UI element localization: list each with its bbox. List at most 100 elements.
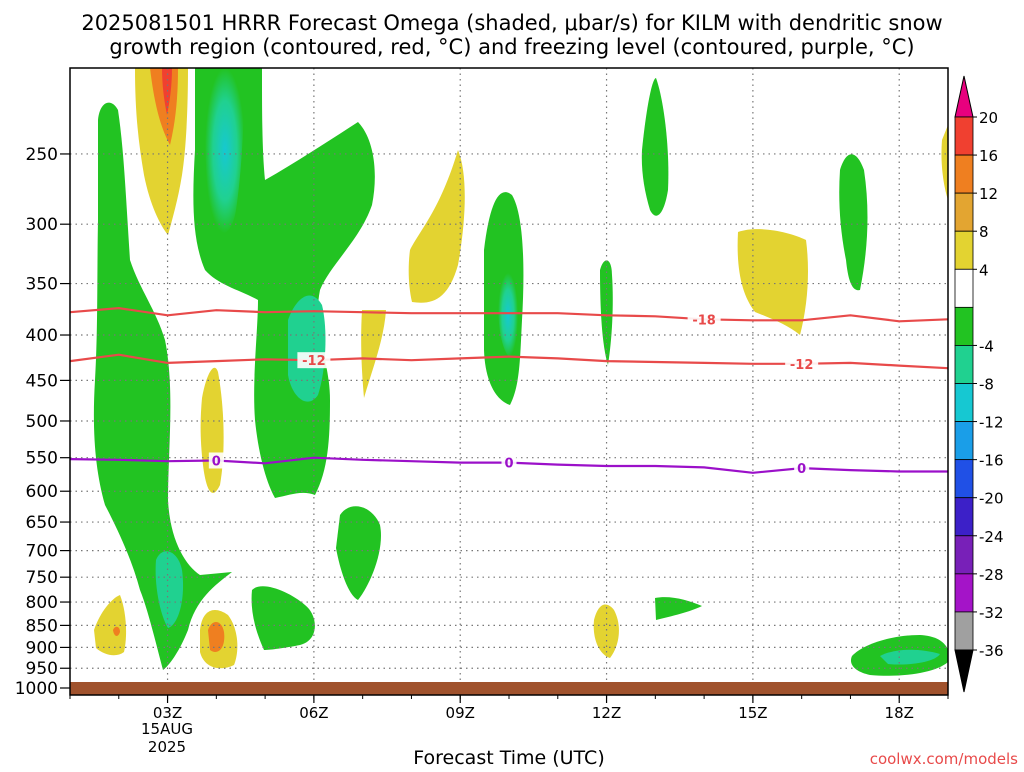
omega-contour-green <box>251 586 315 650</box>
isotherm-label: 0 <box>212 454 221 469</box>
omega-contour-yellow <box>94 595 127 656</box>
y-tick-label: 300 <box>26 215 58 235</box>
colorbar-box <box>954 535 974 575</box>
isotherm-label: -18 <box>692 313 716 328</box>
omega-contour-green <box>336 506 381 600</box>
omega-contour-green <box>600 260 613 365</box>
chart-title-line1: 2025081501 HRRR Forecast Omega (shaded, … <box>81 11 942 35</box>
colorbar-label: 20 <box>979 109 998 127</box>
y-tick-label: 700 <box>26 542 58 562</box>
y-tick-label: 850 <box>26 616 58 636</box>
colorbar-label: -24 <box>979 528 1004 546</box>
isolines: -18 -12 -12 0 0 0 <box>70 306 948 477</box>
y-tick-label: 250 <box>26 145 58 165</box>
omega-contour-yellow <box>408 150 465 303</box>
colorbar-box <box>954 306 974 346</box>
isotherm-label-bg <box>208 452 224 469</box>
colorbar-box <box>954 116 974 156</box>
x-tick-label: 09Z <box>446 704 475 722</box>
omega-contour-orange <box>208 621 225 652</box>
colorbar-label: -16 <box>979 452 1004 470</box>
isotherm-label: 0 <box>797 462 806 477</box>
omega-contour-yellow <box>737 229 808 335</box>
colorbar-label: -12 <box>979 414 1004 432</box>
colorbar: 20 16 12 8 4 -4 -8 -12 -16 -20 -24 -28 -32 -36 <box>954 75 1004 693</box>
y-tick-label: 500 <box>26 412 58 432</box>
colorbar-label: 12 <box>979 185 998 203</box>
y-axis: 2503003504004505005506006507007508008509… <box>15 145 70 699</box>
omega-contour-teal <box>288 295 326 402</box>
isotherm-label-bg <box>297 352 331 369</box>
isotherm-label-bg <box>501 454 517 471</box>
omega-contour-orange <box>113 626 120 636</box>
colorbar-box <box>954 573 974 613</box>
y-tick-label: 400 <box>26 326 58 346</box>
colorbar-box <box>954 345 974 384</box>
colorbar-label: -4 <box>979 337 994 355</box>
watermark: coolwx.com/models <box>870 750 1018 768</box>
dgz-isotherm-line <box>70 306 948 323</box>
colorbar-box <box>954 421 974 461</box>
isotherm-label-bg <box>687 311 721 328</box>
grid-lines <box>70 68 948 695</box>
omega-shading <box>93 68 948 676</box>
omega-contour-yellow <box>361 310 386 398</box>
x-tick-label: 15Z <box>738 704 767 722</box>
omega-contour-cyan <box>205 68 245 234</box>
colorbar-label: -36 <box>979 642 1004 660</box>
omega-contour-green <box>655 597 702 620</box>
omega-contour-green <box>839 154 868 291</box>
colorbar-label: -20 <box>979 490 1004 508</box>
colorbar-label: -8 <box>979 376 994 394</box>
colorbar-top-triangle <box>954 75 974 118</box>
isotherm-label-bg <box>785 355 819 372</box>
colorbar-box <box>954 383 974 422</box>
omega-contour-teal <box>880 649 940 665</box>
plot-border <box>69 67 949 696</box>
isotherm-label-bg <box>794 460 810 477</box>
omega-contour-yellow <box>593 604 619 658</box>
y-tick-label: 600 <box>26 482 58 502</box>
colorbar-box <box>954 230 974 270</box>
colorbar-box <box>954 497 974 537</box>
y-tick-label: 1000 <box>15 679 58 699</box>
y-tick-label: 750 <box>26 568 58 588</box>
isotherm-label: 0 <box>504 457 513 472</box>
date-label-day: 15AUG <box>141 720 193 738</box>
y-tick-label: 950 <box>26 659 58 679</box>
colorbar-label: 4 <box>979 261 989 279</box>
isotherm-label: -12 <box>302 354 326 369</box>
omega-contour-yellow <box>941 125 948 200</box>
omega-contour-teal <box>155 551 184 628</box>
x-tick-label: 12Z <box>592 704 621 722</box>
colorbar-label: 16 <box>979 147 998 165</box>
surface-band <box>70 682 948 695</box>
isotherm-label: -12 <box>790 358 814 373</box>
omega-contour-cyan <box>498 273 518 358</box>
y-tick-label: 450 <box>26 371 58 391</box>
colorbar-label: -28 <box>979 566 1004 584</box>
x-tick-label: 06Z <box>299 704 328 722</box>
x-tick-label: 03Z <box>153 704 182 722</box>
colorbar-label: 8 <box>979 223 989 241</box>
x-axis: 03Z 06Z 09Z 12Z 15Z 18Z <box>69 695 949 722</box>
colorbar-box <box>954 192 974 232</box>
omega-contour-green <box>93 102 232 670</box>
colorbar-box <box>954 611 974 651</box>
y-tick-label: 800 <box>26 593 58 613</box>
y-tick-label: 350 <box>26 275 58 295</box>
colorbar-box <box>954 154 974 194</box>
colorbar-box <box>954 459 974 499</box>
y-tick-label: 900 <box>26 638 58 658</box>
y-tick-label: 550 <box>26 449 58 469</box>
colorbar-label: -32 <box>979 604 1004 622</box>
colorbar-box <box>954 268 974 308</box>
colorbar-bottom-triangle <box>954 649 974 693</box>
date-label-year: 2025 <box>148 738 186 756</box>
chart-title-line2: growth region (contoured, red, °C) and f… <box>109 35 914 59</box>
y-tick-label: 650 <box>26 513 58 533</box>
x-axis-title: Forecast Time (UTC) <box>413 747 604 768</box>
x-tick-label: 18Z <box>885 704 914 722</box>
omega-contour-green <box>641 78 669 216</box>
